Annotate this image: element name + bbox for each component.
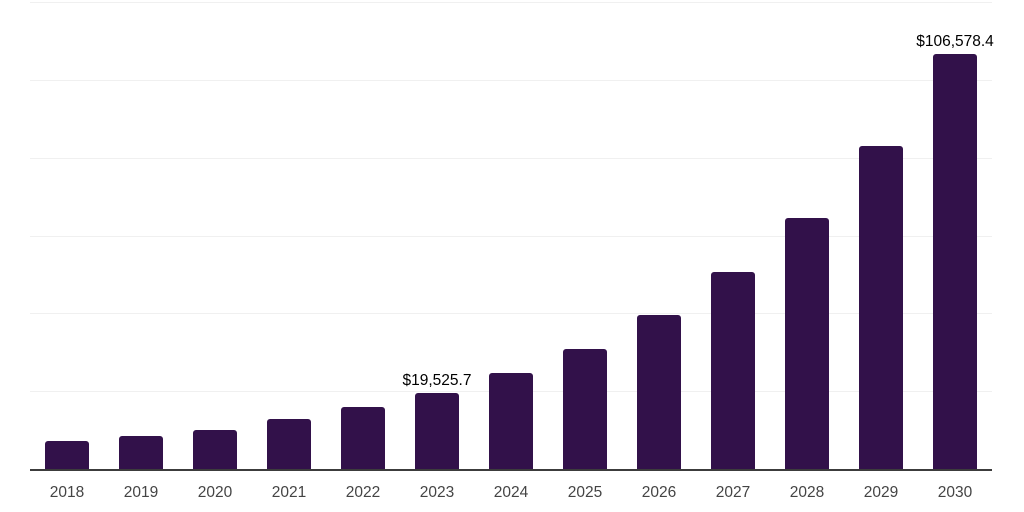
bar-2027 [711,272,755,469]
bar-2023 [415,393,459,469]
bar-2019 [119,436,163,469]
x-tick-2023: 2023 [419,484,455,501]
value-label-2023: $19,525.7 [402,372,472,390]
bar-2029 [859,146,903,469]
bar-2030 [933,54,977,469]
x-tick-2025: 2025 [567,484,603,501]
x-tick-2022: 2022 [345,484,381,501]
x-tick-2019: 2019 [123,484,159,501]
gridline-60000 [30,235,992,237]
bar-2020 [193,430,237,469]
gridline-40000 [30,313,992,315]
bar-2018 [45,441,89,469]
x-tick-2024: 2024 [493,484,529,501]
plot-area: $19,525.7 $106,578.4 [30,2,994,471]
x-tick-2021: 2021 [271,484,307,501]
x-tick-2029: 2029 [863,484,899,501]
x-tick-2020: 2020 [197,484,233,501]
gridline-80000 [30,157,992,159]
bar-2024 [489,373,533,469]
bar-2021 [267,419,311,469]
bar-2026 [637,314,681,469]
gridline-120000 [30,2,992,3]
x-tick-2026: 2026 [641,484,677,501]
bar-2022 [341,406,385,469]
x-axis-tick-labels: 2018 2019 2020 2021 2022 2023 2024 2025 2026 2027… [30,485,992,503]
gridline-100000 [30,79,992,81]
bar-2025 [563,348,607,469]
x-tick-2030: 2030 [937,484,973,501]
x-tick-2028: 2028 [789,484,825,501]
value-label-2030: $106,578.4 [916,33,994,51]
x-tick-2018: 2018 [49,484,85,501]
x-tick-2027: 2027 [715,484,751,501]
bar-2028 [785,217,829,469]
